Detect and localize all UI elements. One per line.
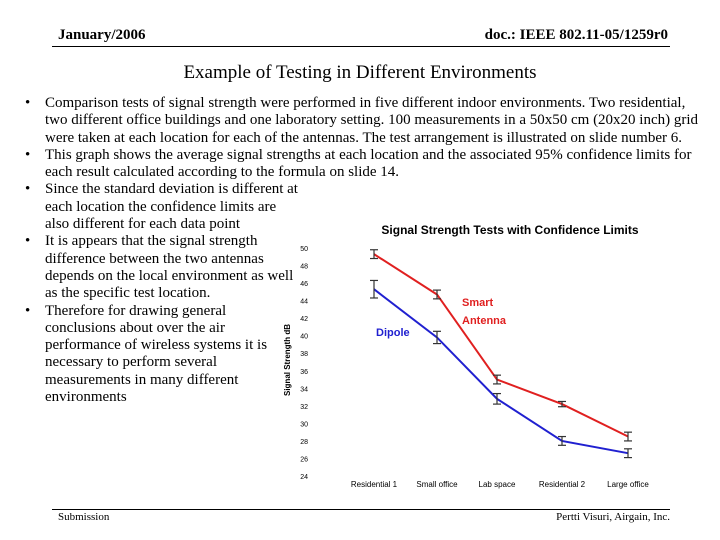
- chart-title: Signal Strength Tests with Confidence Li…: [381, 223, 638, 237]
- header-doc-id: doc.: IEEE 802.11-05/1259r0: [484, 27, 668, 43]
- footer-author: Pertti Visuri, Airgain, Inc.: [556, 511, 670, 523]
- series-label: Antenna: [462, 315, 507, 327]
- series-layer: Smart Antenna Dipole: [370, 249, 632, 459]
- error-bar: [558, 435, 566, 446]
- y-axis-label: Signal Strength dB: [283, 324, 292, 396]
- error-bar: [433, 289, 441, 300]
- footer-rule: [52, 509, 670, 510]
- slide-title: Example of Testing in Different Environm…: [183, 62, 537, 83]
- series-line: [373, 288, 629, 455]
- bullet-list: Comparison tests of signal strength were…: [25, 95, 705, 406]
- y-tick-labels: 24 26 28 30 32 34 36 38 40 42 44 46 48 50: [300, 246, 308, 481]
- y-tick-label: 36: [300, 369, 308, 376]
- footer-submission: Submission: [58, 511, 110, 523]
- error-bar: [433, 330, 441, 345]
- y-tick-label: 46: [300, 281, 308, 288]
- bullet-item: Since the standard deviation is differen…: [25, 181, 300, 233]
- error-bar: [370, 279, 378, 299]
- series-label: Smart: [462, 297, 494, 309]
- y-tick-label: 28: [300, 439, 308, 446]
- y-tick-label: 34: [300, 386, 308, 393]
- x-tick-label: Large office: [607, 480, 649, 489]
- x-tick-label: Small office: [416, 480, 458, 489]
- bullet-item: Therefore for drawing general conclusion…: [25, 303, 300, 407]
- x-tick-label: Residential 1: [351, 480, 398, 489]
- x-tick-label: Residential 2: [539, 480, 586, 489]
- error-bar: [624, 431, 632, 442]
- y-tick-label: 30: [300, 421, 308, 428]
- y-tick-label: 40: [300, 334, 308, 341]
- bullet-item: Comparison tests of signal strength were…: [25, 95, 705, 147]
- header-date: January/2006: [58, 27, 146, 43]
- x-tick-labels: Residential 1 Small office Lab space Reside…: [351, 480, 650, 489]
- series-label: Dipole: [376, 327, 410, 339]
- error-bar: [493, 392, 501, 405]
- y-tick-label: 44: [300, 299, 308, 306]
- y-tick-label: 42: [300, 316, 308, 323]
- x-tick-label: Lab space: [479, 480, 516, 489]
- y-tick-label: 48: [300, 264, 308, 271]
- y-tick-label: 50: [300, 246, 308, 253]
- error-bar: [493, 374, 501, 385]
- error-bar: [558, 400, 566, 408]
- error-bar: [370, 249, 378, 260]
- y-tick-label: 24: [300, 474, 308, 481]
- y-tick-label: 26: [300, 456, 308, 463]
- y-tick-label: 32: [300, 404, 308, 411]
- bullet-item: It is appears that the signal strength d…: [25, 233, 300, 302]
- error-bar: [624, 448, 632, 459]
- series-line: [373, 253, 629, 438]
- y-tick-label: 38: [300, 351, 308, 358]
- signal-strength-chart: Signal Strength Tests with Confidence Li…: [283, 223, 650, 489]
- header-rule: [52, 46, 670, 47]
- bullet-item: This graph shows the average signal stre…: [25, 147, 705, 182]
